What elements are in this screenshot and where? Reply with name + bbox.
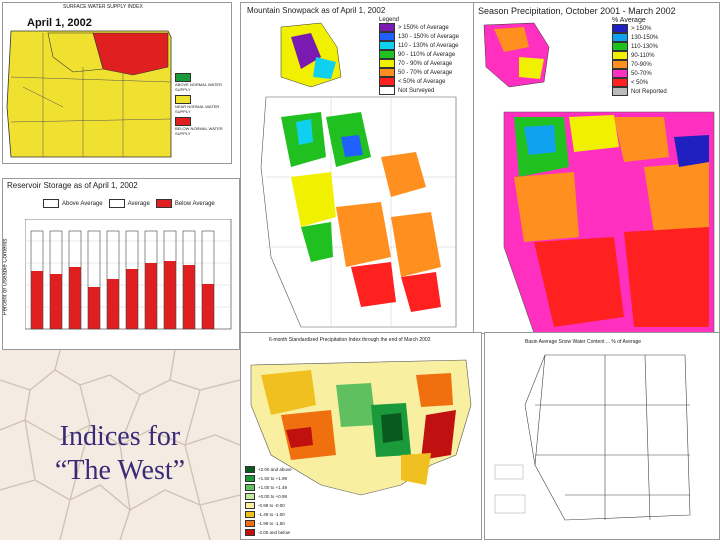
precip-map-shape [483,22,715,333]
snow-legend-5: 50 - 70% of Average [398,69,453,76]
legend-swatch-near [175,95,191,104]
slide-title-line1: Indices for [59,421,181,452]
reservoir-storage-chart: Reservoir Storage as of April 1, 2002 Ab… [2,178,240,350]
oregon-map-date: April 1, 2002 [27,17,92,29]
snow-legend-4: 70 - 90% of Average [398,60,453,67]
snow-legend-1: 130 - 150% of Average [398,33,459,40]
reservoir-chart-title: Reservoir Storage as of April 1, 2002 [7,181,138,190]
legend-label-above: ABOVE NORMAL WATER SUPPLY [175,82,222,92]
slide-title-line2: “The West” [54,455,186,486]
precip-legend-0: > 150% [631,25,652,32]
spi-legend: +2.00 and above +1.50 to +1.99 +1.00 to … [245,465,345,537]
season-precipitation-map: Season Precipitation, October 2001 - Mar… [473,2,720,334]
basin-snow-water-map: Basin Average Snow Water Content ... % o… [484,332,720,540]
snowpack-legend: Legend > 150% of Average 130 - 150% of A… [379,17,471,95]
snow-legend-0: > 150% of Average [398,24,449,31]
precip-map-title: Season Precipitation, October 2001 - Mar… [478,6,676,16]
legend-swatch-above [175,73,191,82]
precip-legend: % Average > 150% 130-150% 110-130% 90-11… [612,17,718,96]
oregon-map-shape [6,30,172,158]
spi-legend-7: -2.00 and below [258,530,291,535]
snowpack-map-title: Mountain Snowpack as of April 1, 2002 [247,6,386,15]
snow-legend-6: < 50% of Average [398,78,446,85]
snow-legend-7: Not Surveyed [398,87,435,94]
precip-legend-3: 90-110% [631,52,655,59]
precip-legend-2: 110-130% [631,43,658,50]
spi-legend-3: +0.00 to +0.99 [258,494,288,499]
legend-average: Average [127,201,150,208]
slide-title: Indices for “The West” [0,420,240,488]
legend-above: Above Average [62,201,103,208]
legend-label-below: BELOW NORMAL WATER SUPPLY [175,126,223,136]
spi-legend-1: +1.50 to +1.99 [258,476,288,481]
spi-legend-2: +1.00 to +1.49 [258,485,288,490]
snow-legend-3: 90 - 110% of Average [398,51,456,58]
spi-legend-0: +2.00 and above [258,467,292,472]
legend-label-near: NEAR NORMAL WATER SUPPLY [175,104,220,114]
mountain-snowpack-map: Mountain Snowpack as of April 1, 2002 Le… [240,2,474,334]
reservoir-legend: Above Average Average Below Average [43,199,215,208]
legend-below: Below Average [174,201,215,208]
reservoir-ylabel: Percent of Useable Contents [2,238,9,316]
precip-legend-5: 50-70% [631,70,652,77]
precip-legend-7: Not Reported [631,88,667,95]
spi-map-title: 6-month Standardized Precipitation Index… [269,337,431,343]
oregon-swsi-map: SURFACE WATER SUPPLY INDEX April 1, 2002… [2,2,232,164]
spi-map-shape [250,359,472,496]
oregon-legend: ABOVE NORMAL WATER SUPPLY NEAR NORMAL WA… [175,73,229,136]
spi-legend-6: -1.99 to -1.50 [258,521,285,526]
crack-pattern [0,349,241,541]
spi-us-map: 6-month Standardized Precipitation Index… [240,332,482,540]
precip-legend-1: 130-150% [631,34,659,41]
cracked-earth-background [0,349,241,541]
spi-legend-5: -1.49 to -1.00 [258,512,285,517]
legend-swatch-below [175,117,191,126]
snowpack-map-shape [260,22,457,328]
snowpack-legend-title: Legend [379,17,400,23]
precip-legend-6: < 50% [631,79,649,86]
precip-legend-title: % Average [612,17,646,24]
spi-legend-4: -0.99 to -0.00 [258,503,285,508]
reservoir-bars [25,219,232,330]
precip-legend-4: 70-90% [631,61,652,68]
basin-map-shape [494,354,691,521]
oregon-map-header: SURFACE WATER SUPPLY INDEX [63,4,143,10]
basin-map-title: Basin Average Snow Water Content ... % o… [525,339,642,345]
snow-legend-2: 110 - 130% of Average [398,42,459,49]
